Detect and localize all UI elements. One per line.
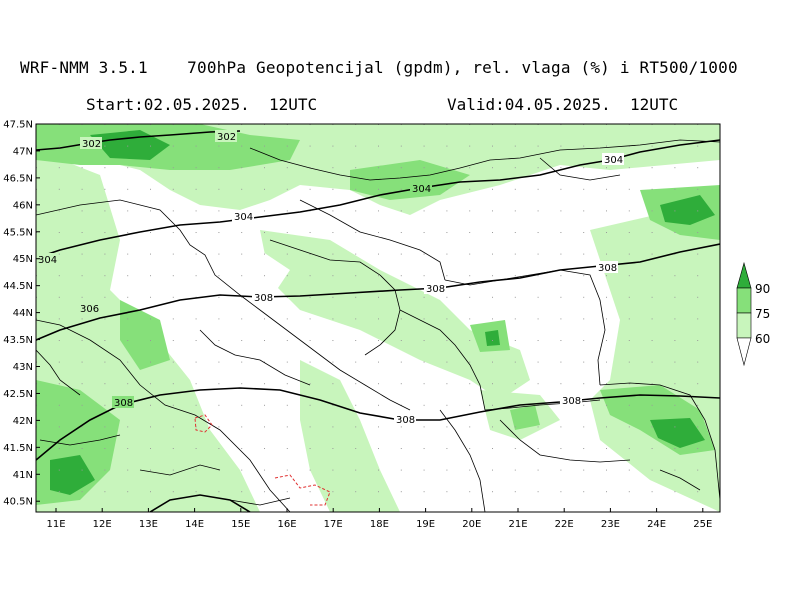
product-name: 700hPa Geopotencijal (gpdm), rel. vlaga …	[187, 58, 738, 77]
lat-label: 41N	[13, 470, 33, 481]
lon-label: 13E	[139, 519, 158, 530]
lon-label: 11E	[46, 519, 65, 530]
lat-label: 43N	[13, 362, 33, 373]
red-dashed-areas	[194, 414, 331, 506]
latitude-axis: 47.5N 47N 46.5N 46N 45.5N 45N 44.5N 44N 43.5N 43N…	[3, 120, 40, 508]
lon-label: 14E	[185, 519, 204, 530]
start-time: Start:02.05.2025. 12UTC	[86, 95, 318, 114]
lon-label: 17E	[324, 519, 343, 530]
contour-label: 304	[38, 255, 57, 266]
valid-time: Valid:04.05.2025. 12UTC	[447, 95, 679, 114]
legend-swatch-below	[736, 337, 752, 367]
lon-label: 25E	[693, 519, 712, 530]
lat-label: 41.5N	[3, 443, 33, 454]
lon-label: 18E	[370, 519, 389, 530]
legend-swatch-90	[736, 261, 752, 289]
contour-label: 308	[114, 398, 133, 409]
lon-label: 20E	[462, 519, 481, 530]
lon-label: 21E	[508, 519, 527, 530]
lat-label: 47N	[13, 146, 33, 157]
lon-label: 22E	[555, 519, 574, 530]
humidity-shading	[36, 124, 720, 512]
contour-label: 308	[598, 263, 617, 274]
lat-label: 45N	[13, 254, 33, 265]
contour-label: 302	[82, 139, 101, 150]
lon-label: 24E	[647, 519, 666, 530]
longitude-axis: 11E 12E 13E 14E 15E 16E 17E 18E 19E 20E 21E 22E 23E 2…	[46, 508, 712, 530]
contour-label: 308	[396, 415, 415, 426]
contour-label: 304	[412, 184, 431, 195]
legend-label-60: 60	[755, 332, 770, 346]
contour-label: 308	[562, 396, 581, 407]
lat-label: 42.5N	[3, 389, 33, 400]
lon-label: 12E	[93, 519, 112, 530]
lon-label: 23E	[601, 519, 620, 530]
lat-label: 45.5N	[3, 227, 33, 238]
contour-label: 304	[604, 155, 623, 166]
contour-label: 308	[254, 293, 273, 304]
contour-label: 306	[80, 304, 99, 315]
lon-label: 15E	[231, 519, 250, 530]
lat-label: 47.5N	[3, 120, 33, 131]
legend-label-90: 90	[755, 282, 770, 296]
lat-label: 46N	[13, 200, 33, 211]
legend-swatch-60	[736, 312, 752, 339]
color-legend: 90 75 60	[736, 261, 770, 367]
lon-label: 19E	[416, 519, 435, 530]
lat-label: 44.5N	[3, 281, 33, 292]
legend-swatch-75	[736, 287, 752, 314]
contour-label: 304	[234, 212, 253, 223]
lat-label: 44N	[13, 308, 33, 319]
lon-label: 16E	[277, 519, 296, 530]
model-name: WRF-NMM 3.5.1	[20, 58, 148, 77]
map-frame	[35, 123, 721, 513]
lat-label: 42N	[13, 416, 33, 427]
map-title: WRF-NMM 3.5.1 700hPa Geopotencijal (gpdm…	[20, 58, 738, 77]
lat-label: 43.5N	[3, 335, 33, 346]
contour-label: 302	[217, 132, 236, 143]
contour-label: 308	[426, 284, 445, 295]
lat-label: 46.5N	[3, 173, 33, 184]
legend-label-75: 75	[755, 307, 770, 321]
contour-labels: 302 302 304 304 304 304 306 308 308 308 …	[36, 130, 624, 426]
lat-label: 40.5N	[3, 497, 33, 508]
